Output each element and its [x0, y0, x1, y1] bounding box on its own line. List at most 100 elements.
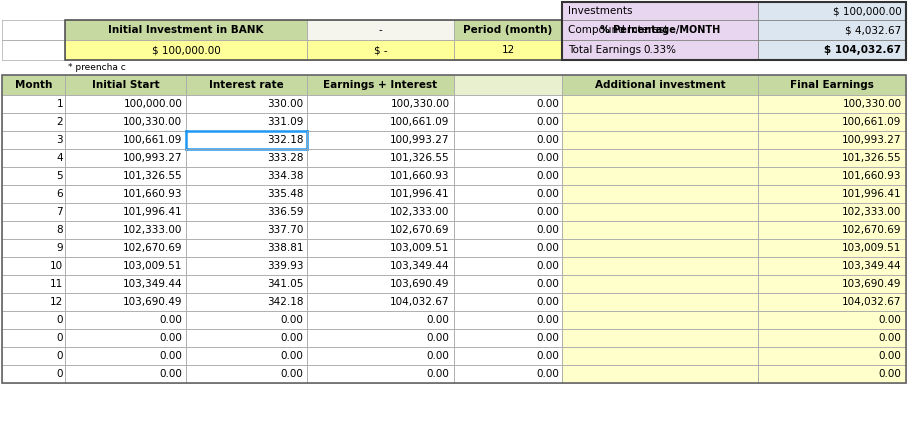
Bar: [562, 149, 758, 167]
Text: Interest rate: Interest rate: [209, 80, 284, 90]
Bar: [758, 347, 906, 365]
Text: 0.00: 0.00: [536, 351, 558, 361]
Text: 336.59: 336.59: [267, 207, 303, 217]
Text: Total Earnings: Total Earnings: [568, 45, 641, 55]
Bar: [758, 185, 906, 203]
Text: 103,349.44: 103,349.44: [842, 261, 902, 271]
Bar: [454, 2, 562, 20]
Bar: [2, 185, 65, 203]
Bar: [307, 365, 454, 383]
Text: 100,330.00: 100,330.00: [123, 117, 183, 127]
Bar: [454, 40, 562, 60]
Bar: [65, 221, 186, 239]
Bar: [2, 149, 65, 167]
Bar: [186, 293, 307, 311]
Bar: [2, 20, 65, 40]
Text: 101,996.41: 101,996.41: [842, 189, 902, 199]
Bar: [65, 185, 186, 203]
Text: Investments: Investments: [568, 6, 632, 16]
Text: 0.00: 0.00: [160, 351, 183, 361]
Bar: [186, 275, 307, 293]
Text: 337.70: 337.70: [267, 225, 303, 235]
Bar: [186, 329, 307, 347]
Bar: [2, 113, 65, 131]
Bar: [307, 221, 454, 239]
Text: 101,660.93: 101,660.93: [123, 189, 183, 199]
Text: 100,661.09: 100,661.09: [390, 117, 449, 127]
Bar: [562, 347, 758, 365]
Bar: [454, 203, 562, 221]
Bar: [2, 329, 65, 347]
Bar: [307, 40, 454, 60]
Text: 103,009.51: 103,009.51: [123, 261, 183, 271]
Bar: [2, 347, 65, 365]
Text: 101,996.41: 101,996.41: [123, 207, 183, 217]
Bar: [2, 257, 65, 275]
Text: 338.81: 338.81: [267, 243, 303, 253]
Bar: [454, 293, 562, 311]
Text: 342.18: 342.18: [267, 297, 303, 307]
Bar: [562, 131, 758, 149]
Bar: [758, 275, 906, 293]
Bar: [562, 75, 758, 95]
Bar: [758, 239, 906, 257]
Bar: [2, 95, 65, 113]
Text: 0.00: 0.00: [879, 351, 902, 361]
Bar: [758, 257, 906, 275]
Bar: [454, 95, 562, 113]
Text: 100,000.00: 100,000.00: [123, 99, 183, 109]
Text: 0.00: 0.00: [536, 315, 558, 325]
Bar: [307, 2, 454, 20]
Bar: [186, 239, 307, 257]
Text: Period (month): Period (month): [463, 25, 553, 35]
Bar: [65, 329, 186, 347]
Bar: [454, 149, 562, 167]
Bar: [758, 95, 906, 113]
Text: 100,993.27: 100,993.27: [123, 153, 183, 163]
Bar: [2, 40, 65, 60]
Bar: [65, 40, 307, 60]
Text: -: -: [379, 25, 382, 35]
Bar: [65, 275, 186, 293]
Bar: [454, 113, 562, 131]
Text: $ 4,032.67: $ 4,032.67: [845, 25, 902, 35]
Bar: [65, 149, 186, 167]
Text: $ -: $ -: [374, 45, 388, 55]
Text: 9: 9: [56, 243, 64, 253]
Bar: [2, 167, 65, 185]
Text: 103,349.44: 103,349.44: [390, 261, 449, 271]
Bar: [65, 257, 186, 275]
Text: 339.93: 339.93: [267, 261, 303, 271]
Text: 0.00: 0.00: [536, 261, 558, 271]
Text: 103,690.49: 103,690.49: [390, 279, 449, 289]
Text: 330.00: 330.00: [267, 99, 303, 109]
Bar: [65, 113, 186, 131]
Bar: [758, 2, 906, 20]
Text: * preencha c: * preencha c: [68, 63, 125, 72]
Bar: [65, 239, 186, 257]
Bar: [562, 293, 758, 311]
Bar: [307, 239, 454, 257]
Bar: [65, 311, 186, 329]
Text: 0.00: 0.00: [536, 369, 558, 379]
Bar: [307, 75, 454, 95]
Bar: [454, 131, 562, 149]
Text: 0.00: 0.00: [536, 243, 558, 253]
Bar: [454, 329, 562, 347]
Bar: [186, 131, 307, 149]
Bar: [2, 2, 65, 20]
Bar: [186, 365, 307, 383]
Text: 103,690.49: 103,690.49: [123, 297, 183, 307]
Bar: [307, 167, 454, 185]
Bar: [454, 257, 562, 275]
Bar: [186, 75, 307, 95]
Bar: [758, 167, 906, 185]
Bar: [186, 203, 307, 221]
Text: 0.00: 0.00: [879, 315, 902, 325]
Bar: [65, 167, 186, 185]
Bar: [186, 113, 307, 131]
Text: 102,333.00: 102,333.00: [390, 207, 449, 217]
Bar: [758, 131, 906, 149]
Bar: [454, 311, 562, 329]
Bar: [65, 347, 186, 365]
